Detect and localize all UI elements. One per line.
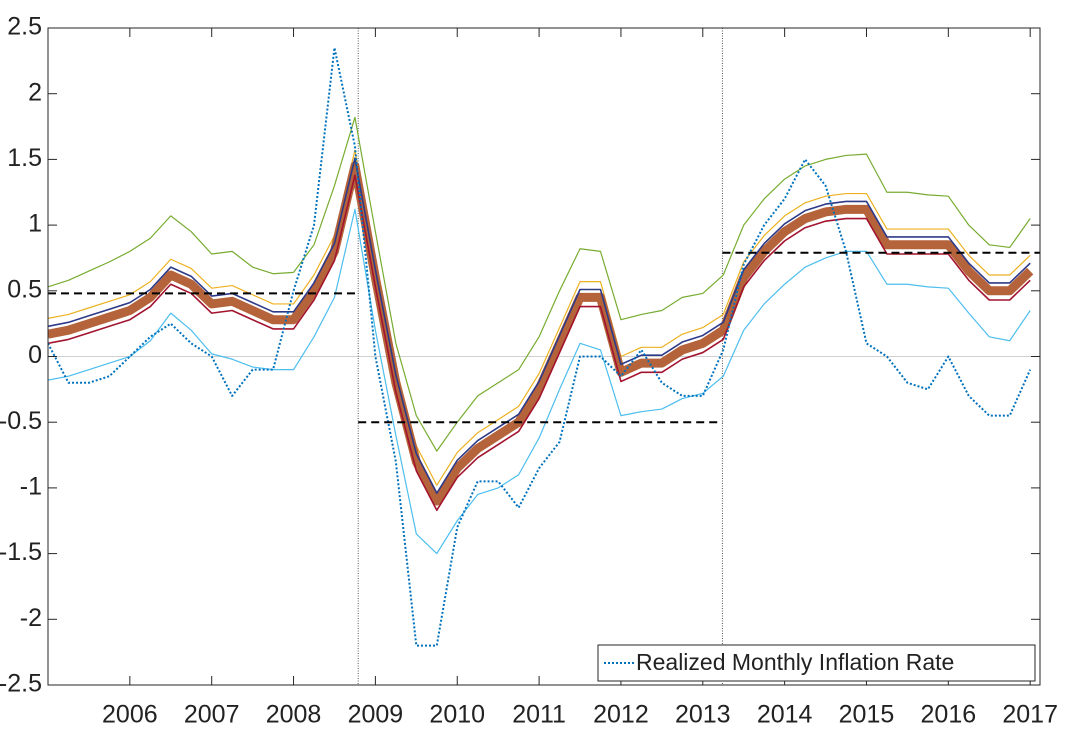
y-tick-label: -0.5	[0, 407, 42, 435]
x-tick-label: 2010	[429, 701, 485, 729]
y-tick-label: -1	[20, 473, 42, 501]
x-tick-label: 2008	[266, 701, 322, 729]
series-line	[48, 174, 1031, 512]
y-tick-label: -1.5	[0, 538, 42, 566]
y-tick-label: 0	[28, 341, 42, 369]
series-line	[48, 116, 1031, 452]
x-tick-label: 2006	[102, 701, 158, 729]
series-line	[48, 46, 1032, 647]
y-tick-label: -2	[20, 604, 42, 632]
x-tick-label: 2016	[921, 701, 977, 729]
x-tick-label: 2011	[512, 701, 566, 729]
x-tick-label: 2014	[757, 701, 813, 729]
x-tick-label: 2017	[1002, 701, 1058, 729]
legend-label: Realized Monthly Inflation Rate	[636, 649, 954, 675]
series-line	[48, 157, 1031, 494]
x-tick-label: 2015	[839, 701, 895, 729]
x-tick-label: 2007	[184, 701, 240, 729]
series-line	[48, 161, 1034, 506]
y-tick-label: 1	[28, 210, 42, 238]
y-tick-label: 2	[28, 78, 42, 106]
y-tick-label: 2.5	[7, 13, 42, 41]
x-tick-label: 2009	[348, 701, 404, 729]
x-tick-label: 2012	[593, 701, 649, 729]
series-line	[48, 149, 1031, 486]
y-tick-label: -2.5	[0, 670, 42, 698]
series-line	[48, 208, 1031, 555]
legend-box	[597, 644, 1036, 682]
y-tick-label: 0.5	[7, 275, 42, 303]
y-tick-label: 1.5	[7, 144, 42, 172]
x-tick-label: 2013	[675, 701, 731, 729]
